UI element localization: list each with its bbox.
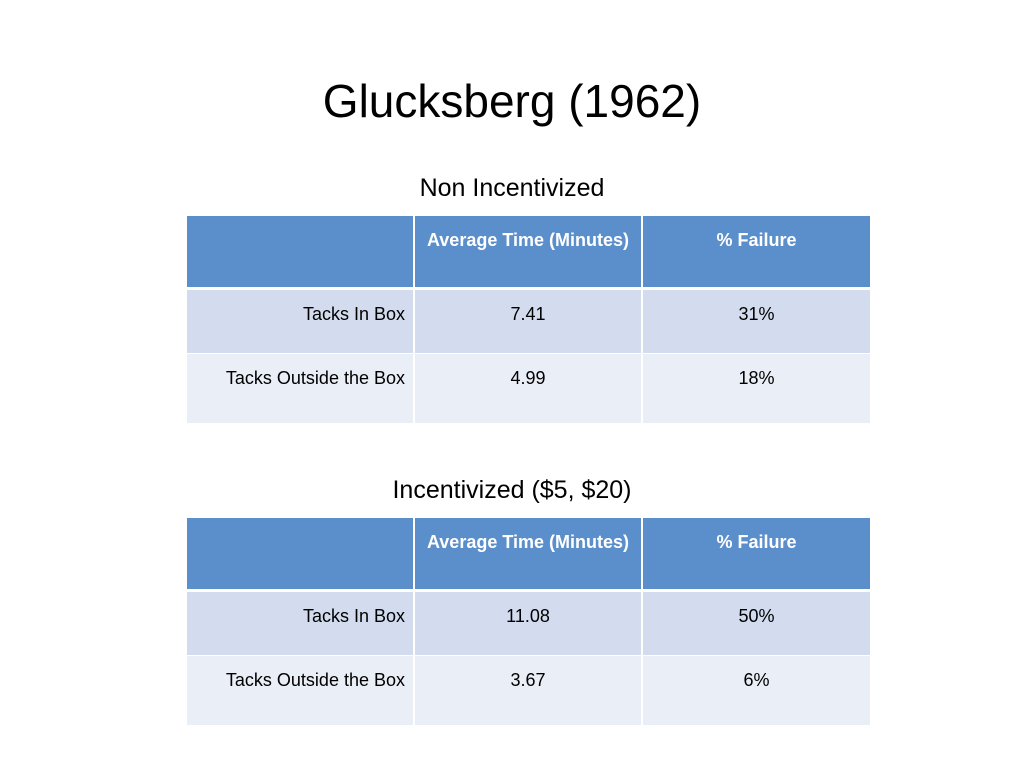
table-header-row: Average Time (Minutes) % Failure <box>187 518 870 590</box>
cell-failure: 18% <box>641 353 870 423</box>
slide-title: Glucksberg (1962) <box>322 75 702 127</box>
table-header-row: Average Time (Minutes) % Failure <box>187 216 870 288</box>
row-label: Tacks Outside the Box <box>187 353 414 423</box>
cell-failure: 50% <box>641 590 870 655</box>
table-row: Tacks In Box 11.08 50% <box>187 590 870 655</box>
table-non-incentivized: Average Time (Minutes) % Failure Tacks I… <box>187 216 870 423</box>
table-title-incentivized: Incentivized ($5, $20) <box>392 476 632 504</box>
table-row: Tacks Outside the Box 3.67 6% <box>187 655 870 725</box>
header-cell-failure: % Failure <box>641 216 870 288</box>
cell-failure: 31% <box>641 288 870 353</box>
cell-failure: 6% <box>641 655 870 725</box>
cell-average-time: 4.99 <box>413 353 642 423</box>
row-label: Tacks In Box <box>187 590 414 655</box>
cell-average-time: 11.08 <box>413 590 642 655</box>
row-label: Tacks In Box <box>187 288 414 353</box>
cell-average-time: 3.67 <box>413 655 642 725</box>
table-row: Tacks In Box 7.41 31% <box>187 288 870 353</box>
row-label: Tacks Outside the Box <box>187 655 414 725</box>
table-incentivized: Average Time (Minutes) % Failure Tacks I… <box>187 518 870 725</box>
header-cell-empty <box>187 518 414 590</box>
table-title-non-incentivized: Non Incentivized <box>419 174 605 202</box>
table-row: Tacks Outside the Box 4.99 18% <box>187 353 870 423</box>
header-cell-empty <box>187 216 414 288</box>
header-cell-failure: % Failure <box>641 518 870 590</box>
cell-average-time: 7.41 <box>413 288 642 353</box>
header-cell-average-time: Average Time (Minutes) <box>413 518 642 590</box>
header-cell-average-time: Average Time (Minutes) <box>413 216 642 288</box>
